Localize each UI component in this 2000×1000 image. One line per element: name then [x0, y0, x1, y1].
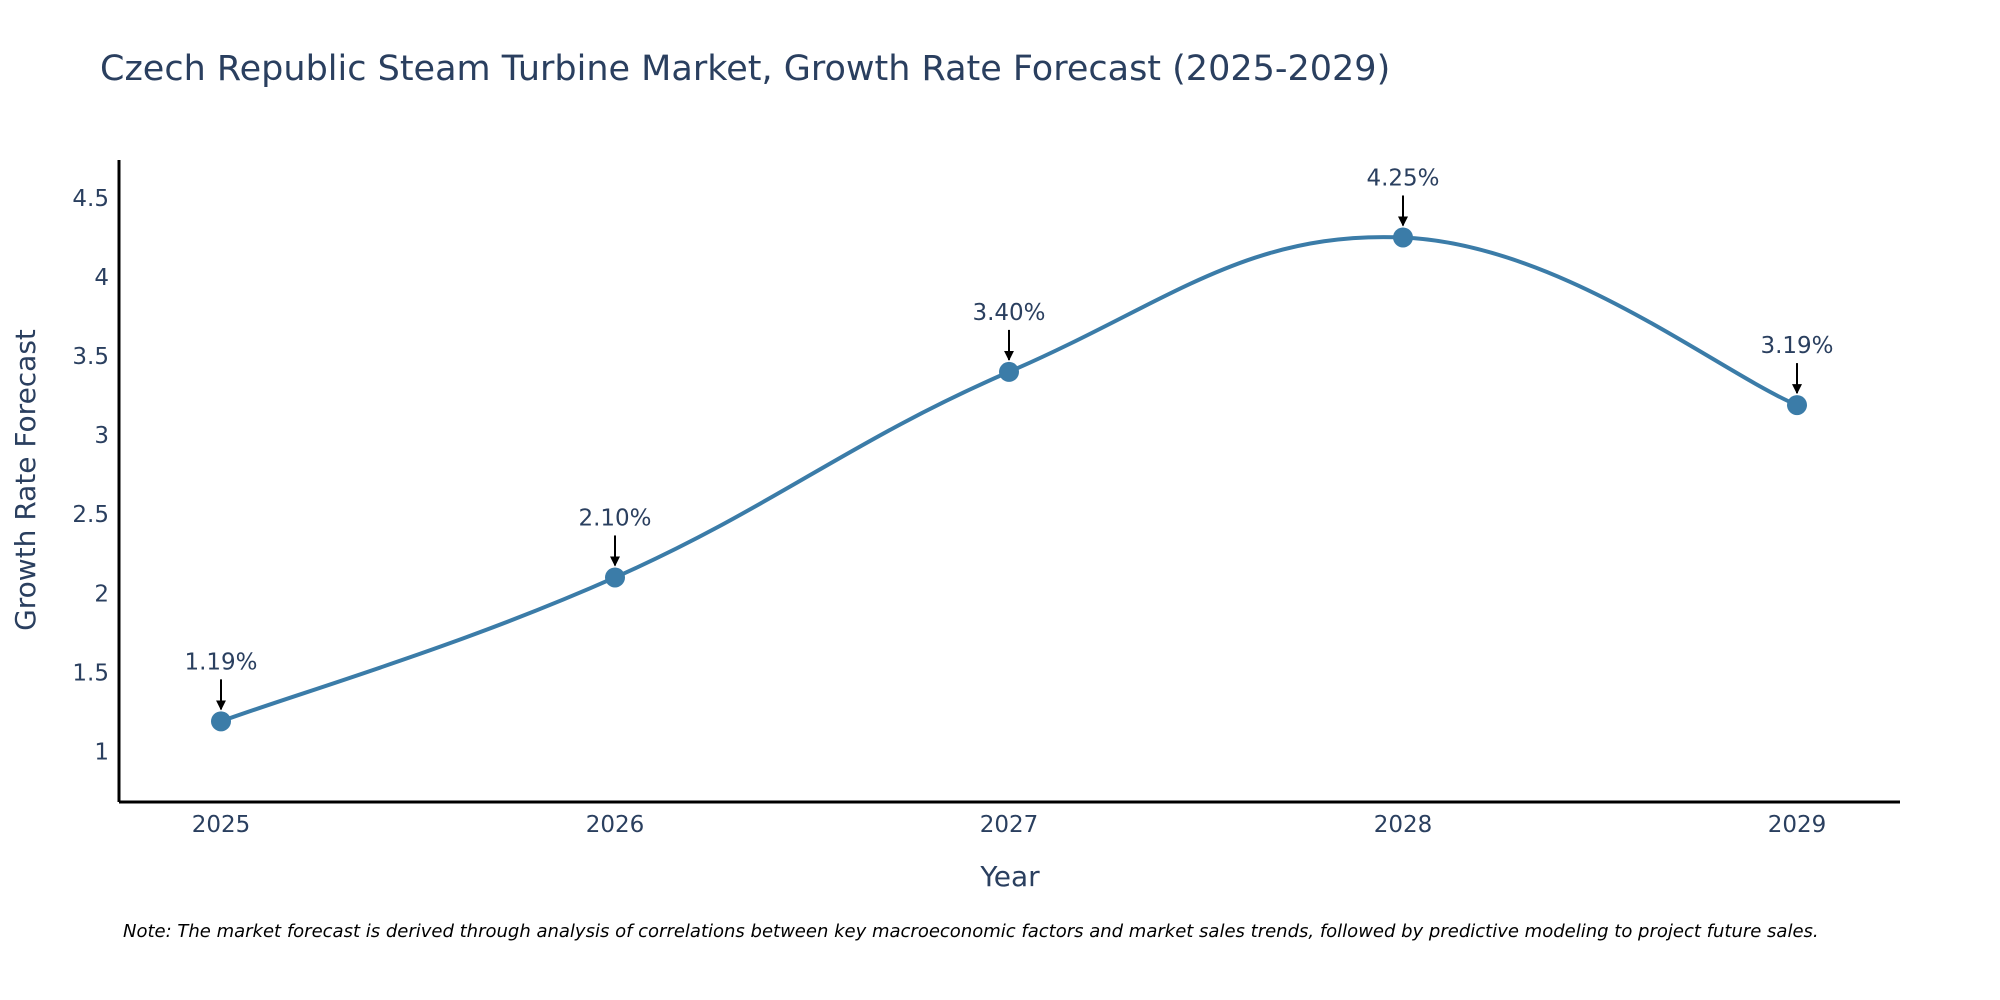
data-point	[999, 361, 1019, 382]
x-tick-label: 2028	[1374, 812, 1433, 838]
data-label: 2.10%	[578, 505, 651, 531]
y-tick-label: 4	[94, 265, 109, 291]
y-tick-label: 3	[94, 423, 109, 449]
footnote: Note: The market forecast is derived thr…	[123, 921, 1819, 942]
data-label: 3.19%	[1760, 333, 1833, 359]
data-point	[211, 711, 231, 732]
data-label: 4.25%	[1366, 165, 1439, 191]
data-point	[1787, 395, 1807, 416]
y-tick-label: 4.5	[72, 186, 109, 212]
y-axis-title: Growth Rate Forecast	[9, 329, 42, 631]
x-tick-label: 2027	[980, 812, 1039, 838]
chart-title: Czech Republic Steam Turbine Market, Gro…	[100, 49, 1390, 89]
y-tick-label: 2	[94, 581, 109, 607]
data-point	[605, 567, 625, 588]
x-tick-label: 2025	[192, 812, 251, 838]
y-tick-label: 1	[94, 739, 109, 765]
y-tick-label: 2.5	[72, 502, 109, 528]
data-label: 1.19%	[184, 649, 257, 675]
data-point	[1393, 227, 1413, 248]
y-tick-label: 3.5	[72, 344, 109, 370]
x-axis-title: Year	[979, 860, 1040, 893]
y-tick-label: 1.5	[72, 660, 109, 686]
x-tick-label: 2026	[586, 812, 645, 838]
x-tick-label: 2029	[1768, 812, 1827, 838]
data-label: 3.40%	[972, 300, 1045, 326]
plot-area: 1 1.5 2 2.5 3 3.5 4 4.5 2025 2026 2027 2028 2029 1.19…	[72, 160, 1900, 838]
